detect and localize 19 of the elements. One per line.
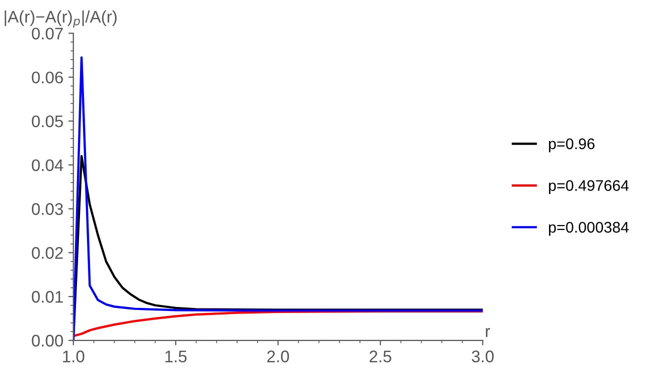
x-tick-label: 2.0 [267,350,289,362]
x-tick-label: 1.0 [63,350,84,362]
y-tick-label: 0.03 [32,203,63,215]
x-axis-title: r [486,328,490,337]
y-tick-label: 0.07 [32,28,63,40]
legend-label: p=0.497664 [548,180,629,194]
y-tick-label: 0.02 [32,247,63,259]
line-series [73,310,483,338]
legend-label: p=0.000384 [548,222,629,236]
y-tick-label: 0.05 [32,115,63,128]
y-tick-label: 0.04 [32,159,64,172]
y-tick-label: 0.00 [32,334,63,347]
x-tick-label: 1.5 [165,350,187,362]
x-tick-label: 2.5 [370,350,392,362]
y-tick-label: 0.01 [32,290,63,303]
y-axis-title: |A(r)−A(r)$_{p}$|/A(r) [4,10,117,28]
legend-label: p=0.96 [548,138,594,152]
y-tick-label: 0.06 [32,72,63,84]
x-tick-label: 3.0 [472,350,494,362]
